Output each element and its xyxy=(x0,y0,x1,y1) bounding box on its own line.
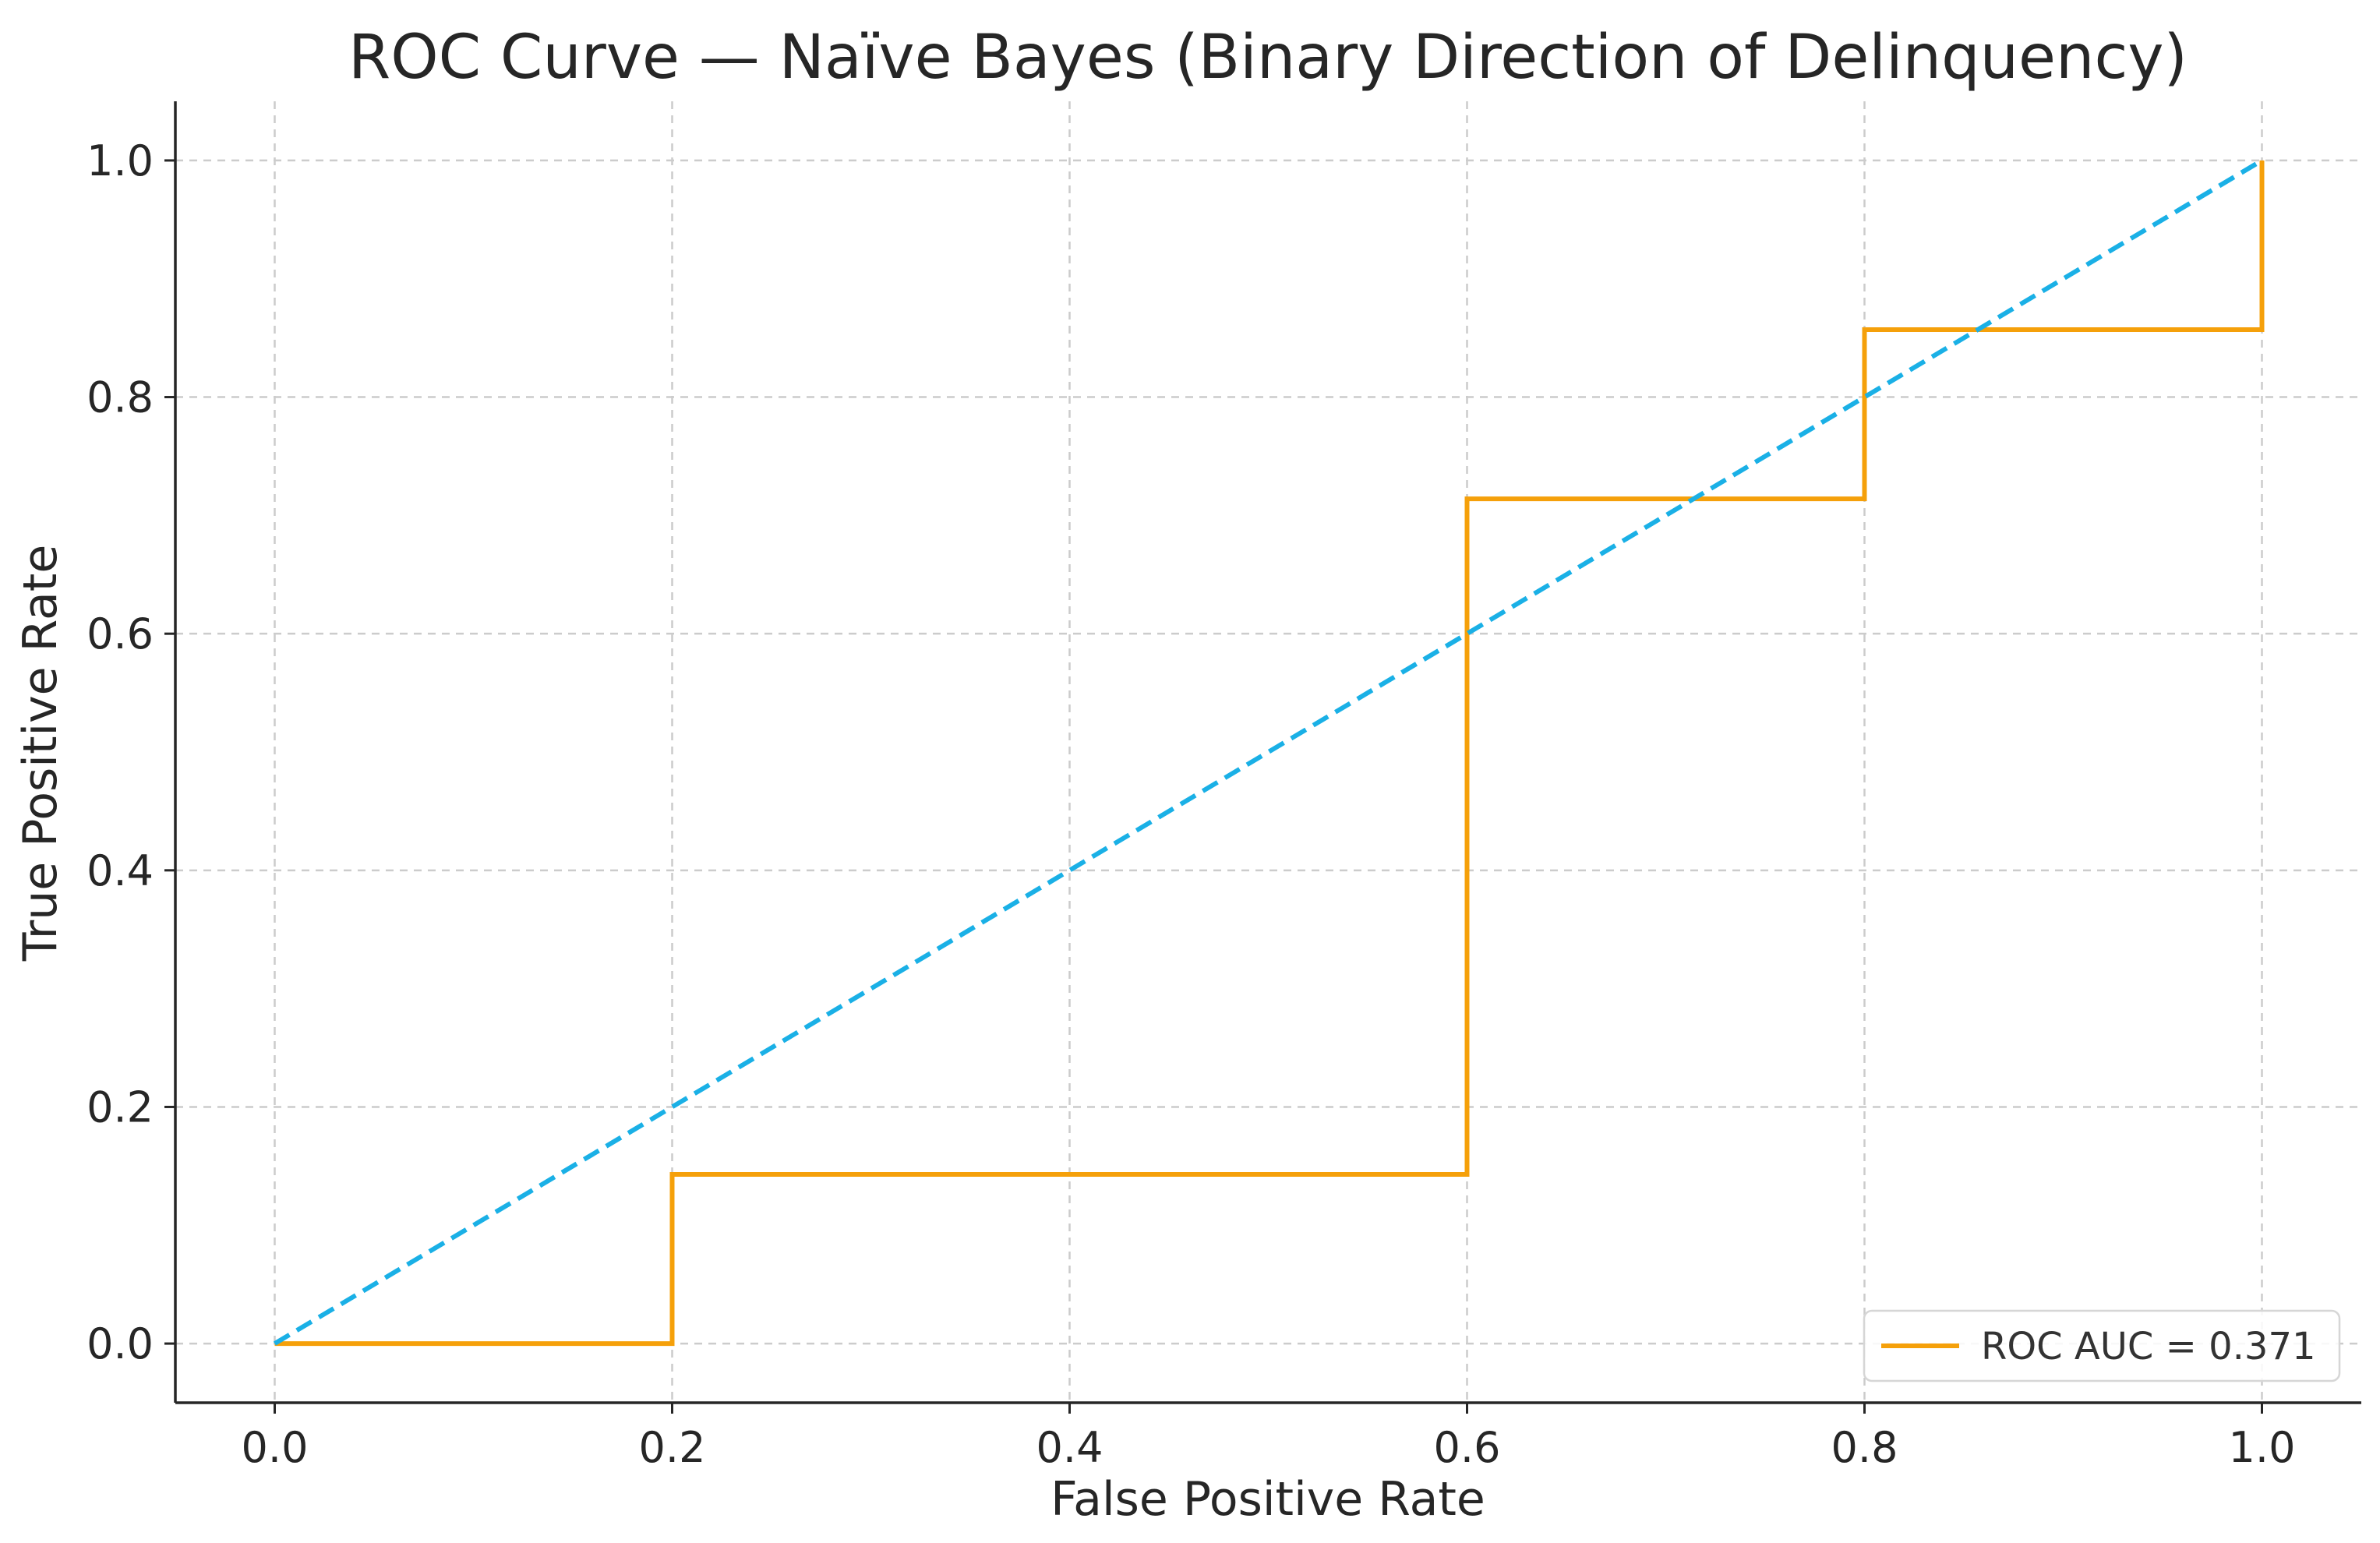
legend-box xyxy=(1863,1309,2341,1382)
y-axis-label: True Positive Rate xyxy=(13,545,68,962)
y-tick-label: 1.0 xyxy=(87,136,154,185)
x-tick-label: 0.0 xyxy=(242,1423,309,1472)
x-tick-label: 0.4 xyxy=(1036,1423,1103,1472)
y-tick-label: 0.0 xyxy=(87,1319,154,1368)
legend-label: ROC AUC = 0.371 xyxy=(1981,1325,2316,1368)
roc-curve-line xyxy=(274,160,2265,1347)
y-tick-label: 0.6 xyxy=(87,609,154,659)
x-axis-label: False Positive Rate xyxy=(1051,1472,1485,1527)
legend: ROC AUC = 0.371 xyxy=(1863,1309,2341,1382)
axes xyxy=(164,101,2361,1414)
y-tick-label: 0.2 xyxy=(87,1082,154,1132)
x-tick-label: 0.8 xyxy=(1831,1423,1898,1472)
x-tick-label: 0.2 xyxy=(639,1423,706,1472)
series-layer xyxy=(273,158,2265,1347)
x-tick-label: 0.6 xyxy=(1434,1423,1501,1472)
chart-title: ROC Curve — Naïve Bayes (Binary Directio… xyxy=(348,23,2188,93)
y-tick-label: 0.8 xyxy=(87,373,154,422)
chance-diagonal-line xyxy=(273,158,2264,1346)
y-tick-label: 0.4 xyxy=(87,846,154,895)
tick-labels: 0.0 0.2 0.4 0.6 0.8 1.0 0.0 0.2 0.4 0.6 0.8 1.0 xyxy=(87,136,2295,1472)
x-tick-label: 1.0 xyxy=(2229,1423,2296,1472)
